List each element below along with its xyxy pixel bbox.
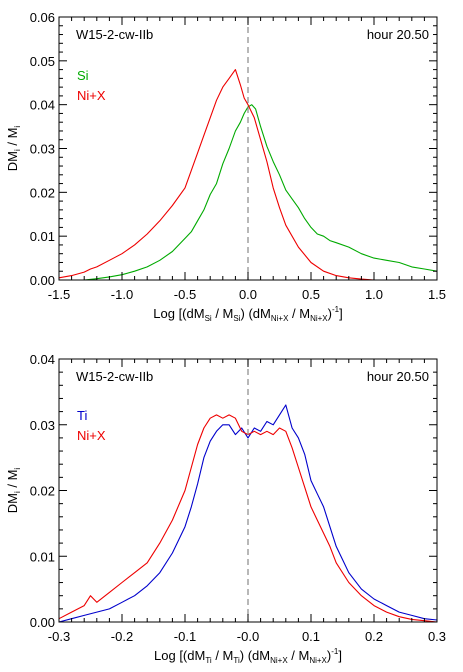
y-axis-label: DMi / Mi [5,126,22,172]
x-axis-label-part: / M [288,306,310,321]
y-axis-label-sub: i [13,468,22,470]
x-tick-label: 0.3 [428,629,446,644]
x-axis-label-sub: Si [233,314,240,323]
x-axis-label-part: ) (dM [241,306,271,321]
x-tick-label: -0.3 [48,629,70,644]
y-tick-label: 0.06 [30,10,55,25]
x-axis-label-part: ] [338,648,342,663]
x-axis-label-part: ) (dM [240,648,270,663]
legend-entry-si: Si [77,68,89,83]
x-axis-label-sub: Ni+X [310,314,328,323]
x-tick-label: -1.0 [111,287,133,302]
y-tick-label: 0.00 [30,615,55,630]
x-axis-label-part: Log [(dM [154,648,205,663]
y-tick-label: 0.04 [30,352,55,367]
x-axis-label-part: / M [212,306,234,321]
x-axis-label-part: ] [339,306,343,321]
x-tick-label: 0.1 [302,629,320,644]
x-axis-label: Log [(dMTi / MTi) (dMNi+X / MNi+X)-1] [154,647,342,665]
x-axis-label-sub: Ni+X [271,314,289,323]
x-tick-label: -0.2 [111,629,133,644]
x-tick-label: -0.1 [174,629,196,644]
time-label: hour 20.50 [367,369,429,384]
series-line-ti [58,404,438,623]
x-tick-label: 1.0 [365,287,383,302]
x-axis-label-part: / M [212,648,234,663]
model-label: W15-2-cw-IIb [76,27,153,42]
y-tick-label: 0.03 [30,418,55,433]
y-tick-label: 0.01 [30,549,55,564]
x-axis-label-sup: -1 [332,305,340,314]
y-tick-label: 0.01 [30,229,55,244]
y-axis-label-sub: i [13,149,22,151]
y-tick-label: 0.05 [30,54,55,69]
x-tick-label: -0.0 [237,629,259,644]
y-axis-label-part: DM [5,151,20,171]
y-axis-label-part: / M [5,470,20,492]
x-axis-label-sub: Ti [233,656,240,665]
series-line-ni-x [58,69,375,281]
x-axis-label-part: Log [(dM [153,306,204,321]
x-tick-label: -1.5 [48,287,70,302]
x-axis-label-sup: -1 [331,647,339,656]
series-line-ni-x [58,414,438,623]
y-tick-label: 0.02 [30,484,55,499]
x-axis-label: Log [(dMSi / MSi) (dMNi+X / MNi+X)-1] [153,305,342,323]
x-axis-label-sub: Ni+X [309,656,327,665]
x-axis-label-part: / M [288,648,310,663]
y-tick-label: 0.00 [30,273,55,288]
chart-panel-2: -0.3 -0.2 -0.1 -0.0 0.1 0.2 0.3 0.00 0.01 0.02 0.0… [5,352,446,665]
x-axis-label-sub: Ni+X [270,656,288,665]
legend-entry-ni-x: Ni+X [77,428,106,443]
x-tick-label: 1.5 [428,287,446,302]
x-tick-label: 0.0 [239,287,257,302]
x-tick-label: 0.2 [365,629,383,644]
x-axis-label-sub: Si [205,314,212,323]
model-label: W15-2-cw-IIb [76,369,153,384]
x-axis-label-sub: Ti [205,656,212,665]
y-axis-label-part: DM [5,493,20,513]
y-axis-label: DMi / Mi [5,468,22,514]
y-axis-label-sub: i [13,491,22,493]
legend-entry-ti: Ti [77,408,87,423]
y-axis-label-part: / M [5,128,20,150]
chart-panel-1: -1.5 -1.0 -0.5 0.0 0.5 1.0 1.5 0.00 0.01 0.02 0.03… [5,10,446,323]
x-axis-label-part: ) [327,648,331,663]
time-label: hour 20.50 [367,27,429,42]
series-line-si [59,104,438,281]
x-tick-label: 0.5 [302,287,320,302]
y-tick-label: 0.04 [30,98,55,113]
y-tick-label: 0.03 [30,142,55,157]
x-tick-label: -0.5 [174,287,196,302]
y-axis-label-sub: i [13,126,22,128]
legend-entry-ni-x: Ni+X [77,88,106,103]
y-tick-label: 0.02 [30,185,55,200]
x-axis-label-part: ) [328,306,332,321]
